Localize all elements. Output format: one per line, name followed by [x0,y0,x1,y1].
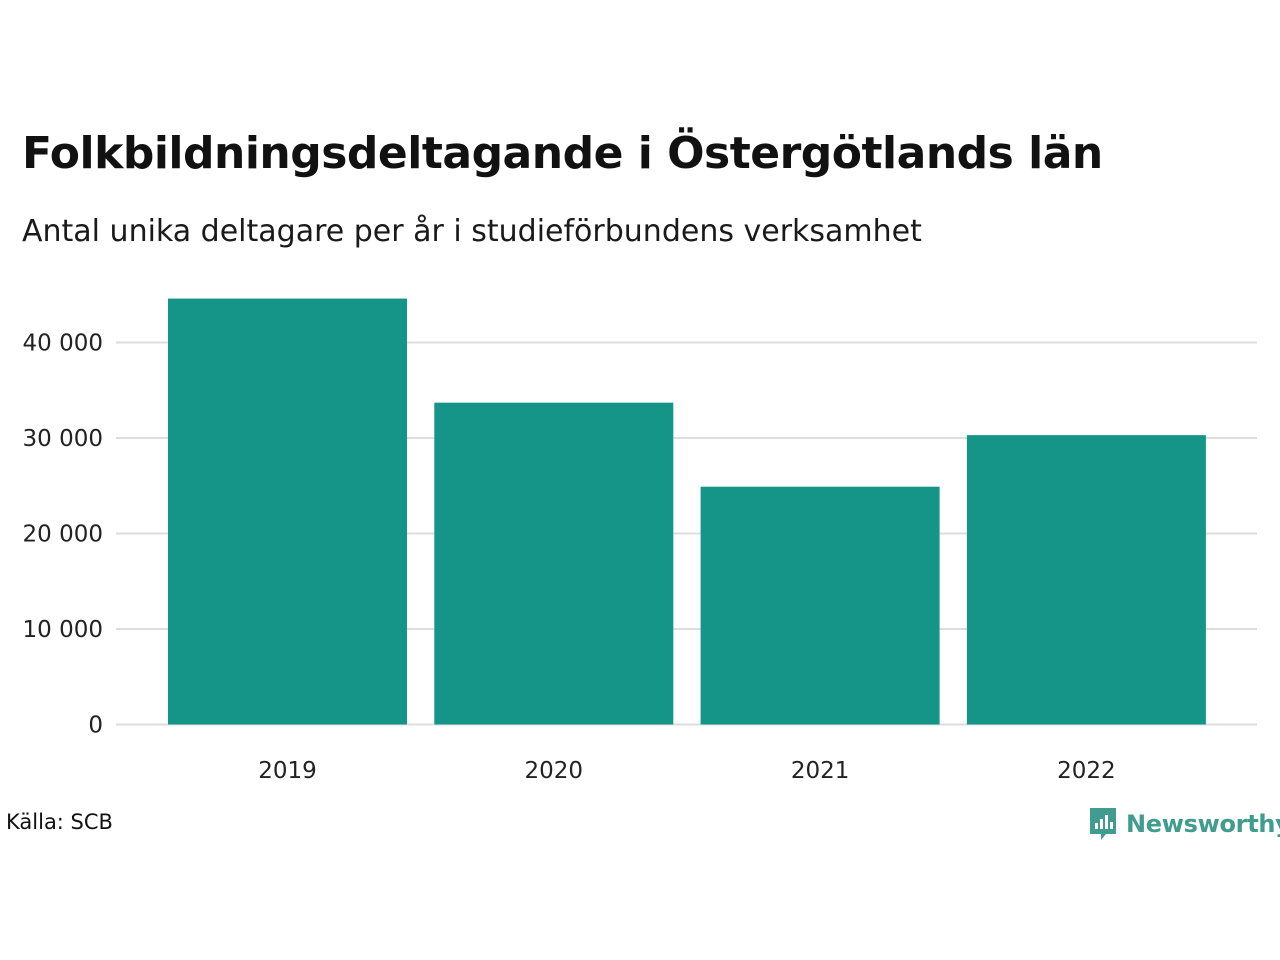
y-tick-label: 40 000 [23,331,103,357]
brand-name: Newsworthy [1126,810,1280,838]
x-tick-label: 2020 [525,758,584,784]
x-axis-ticks: 2019 2020 2021 2022 [258,758,1115,784]
bar-2021 [700,486,940,725]
bar-2019 [168,298,407,725]
y-axis-ticks: 0 10 000 20 000 30 000 40 000 [23,331,103,739]
newsworthy-logo-icon [1090,808,1116,840]
x-tick-label: 2021 [791,758,850,784]
y-tick-label: 20 000 [23,522,103,548]
y-tick-label: 30 000 [23,426,103,452]
chart-subtitle: Antal unika deltagare per år i studieför… [22,214,922,249]
bar-2022 [966,435,1206,725]
x-tick-label: 2022 [1057,758,1116,784]
y-tick-label: 0 [88,713,103,739]
chart-title: Folkbildningsdeltagande i Östergötlands … [22,128,1103,179]
bar-2020 [434,402,674,725]
y-tick-label: 10 000 [23,617,103,643]
brand-logo: Newsworthy [1088,804,1280,844]
source-note: Källa: SCB [6,810,113,834]
bars [168,298,1206,725]
x-tick-label: 2019 [258,758,317,784]
